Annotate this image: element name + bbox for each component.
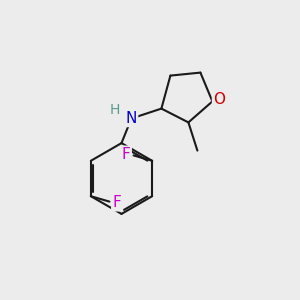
Text: F: F	[112, 195, 121, 210]
Text: H: H	[110, 103, 120, 117]
Text: O: O	[213, 92, 225, 106]
Text: N: N	[126, 111, 137, 126]
Text: F: F	[122, 147, 131, 162]
